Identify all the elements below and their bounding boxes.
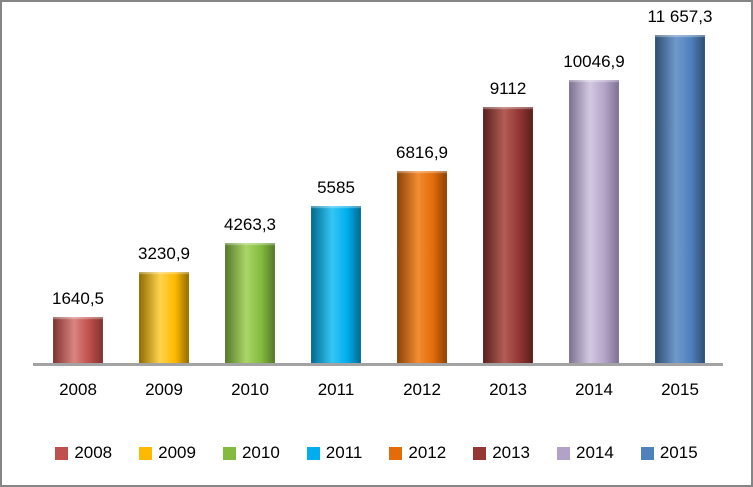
legend-color-swatch <box>389 446 403 460</box>
bar-group: 6816,9 2012 <box>396 2 448 399</box>
x-axis-label: 2010 <box>231 380 269 399</box>
legend-item-label: 2015 <box>659 443 698 462</box>
bar-group: 1640,5 2008 <box>52 2 104 399</box>
legend-item-label: 2011 <box>325 443 363 462</box>
legend-item: 2012 <box>389 443 446 463</box>
bar-value-label: 4263,3 <box>224 215 276 234</box>
x-axis-line <box>33 363 723 366</box>
legend-item-label: 2013 <box>492 443 531 462</box>
bar-group: 4263,3 2010 <box>224 2 276 399</box>
legend-color-swatch <box>473 446 487 460</box>
bar <box>655 35 705 363</box>
bar <box>53 317 103 363</box>
bar-value-label: 3230,9 <box>138 244 190 263</box>
bar-group: 11 657,3 2015 <box>648 2 713 399</box>
legend-color-swatch <box>222 446 236 460</box>
bar-value-label: 10046,9 <box>563 52 625 71</box>
legend-item: 2008 <box>55 443 112 463</box>
legend-color-swatch <box>640 446 654 460</box>
legend-item-label: 2009 <box>158 443 196 462</box>
bar <box>311 206 361 363</box>
legend-item-label: 2014 <box>576 443 614 462</box>
legend-color-swatch <box>557 446 571 460</box>
bar <box>397 171 447 363</box>
bar <box>483 107 533 363</box>
legend-item: 2014 <box>557 443 614 463</box>
bar <box>569 80 619 363</box>
legend-item: 2013 <box>473 443 530 463</box>
legend-item-label: 2012 <box>408 443 447 462</box>
x-axis-label: 2014 <box>575 380 613 399</box>
bar-value-label: 6816,9 <box>396 143 448 162</box>
bar-group: 10046,9 2014 <box>563 2 624 399</box>
bar <box>139 272 189 363</box>
legend-item-label: 2008 <box>74 443 113 462</box>
x-axis-label: 2008 <box>59 380 97 399</box>
legend-item: 2015 <box>640 443 698 463</box>
legend-color-swatch <box>306 446 320 460</box>
legend: 2008 2009 2010 2011 2012 2013 2014 2015 <box>2 443 751 463</box>
bar-value-label: 1640,5 <box>52 289 104 308</box>
x-axis-label: 2011 <box>317 380 355 399</box>
legend-item-label: 2010 <box>241 443 280 462</box>
legend-item: 2010 <box>222 443 280 463</box>
legend-item: 2009 <box>139 443 196 463</box>
x-axis-label: 2009 <box>145 380 183 399</box>
bar-group: 9112 2013 <box>483 2 533 399</box>
x-axis-label: 2015 <box>661 380 699 399</box>
bar-value-label: 5585 <box>317 178 355 197</box>
x-axis-label: 2012 <box>403 380 441 399</box>
bar <box>225 243 275 363</box>
bar-value-label: 9112 <box>489 79 527 98</box>
bar-group: 5585 2011 <box>311 2 361 399</box>
x-axis-label: 2013 <box>489 380 527 399</box>
legend-item: 2011 <box>306 443 363 463</box>
legend-color-swatch <box>55 446 69 460</box>
legend-color-swatch <box>139 446 153 460</box>
bar-value-label: 11 657,3 <box>647 7 713 26</box>
bar-group: 3230,9 2009 <box>138 2 190 399</box>
